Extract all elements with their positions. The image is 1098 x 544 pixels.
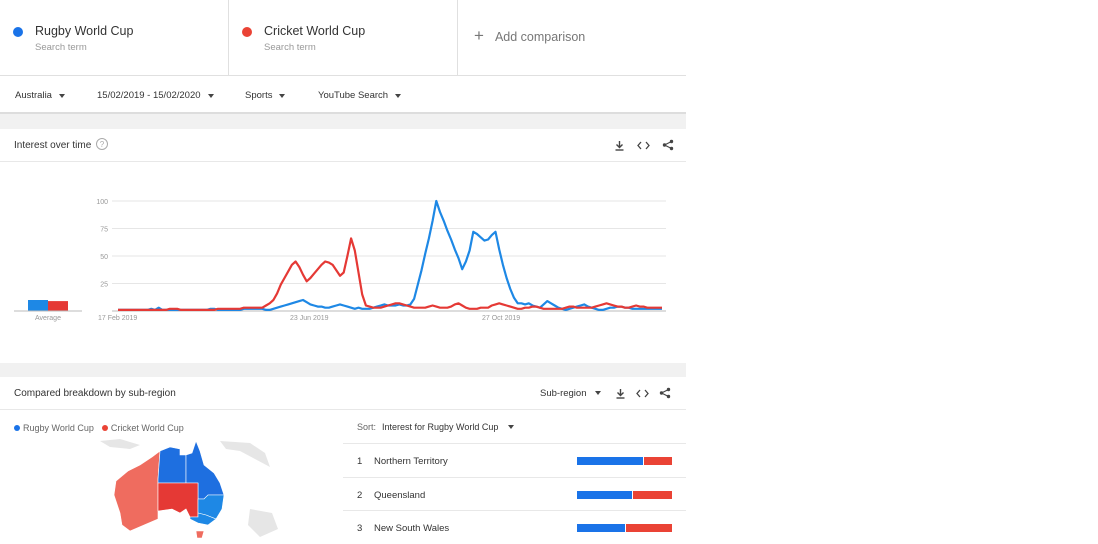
term-cricket-world-cup[interactable]: Cricket World Cup Search term — [229, 0, 458, 76]
date-filter[interactable]: 15/02/2019 - 15/02/2020 — [97, 90, 214, 101]
rank-number: 1 — [357, 456, 363, 467]
subregion-dropdown[interactable]: Sub-region — [540, 387, 602, 399]
y-tick-label: 25 — [100, 282, 108, 289]
rank-number: 3 — [357, 523, 363, 534]
y-tick-label: 100 — [96, 199, 108, 206]
term-name: Cricket World Cup — [264, 24, 366, 38]
sort-value: Interest for Rugby World Cup — [382, 422, 499, 432]
card-title: Compared breakdown by sub-region — [14, 388, 176, 399]
add-comparison-label: Add comparison — [494, 30, 586, 44]
map-region-victoria[interactable] — [189, 512, 217, 526]
rank-number: 2 — [357, 489, 363, 501]
y-tick-label: 50 — [100, 254, 108, 261]
caret-down-icon — [207, 93, 214, 98]
subregion-dropdown-label: Sub-region — [540, 387, 587, 399]
map-region-western-australia[interactable] — [113, 450, 161, 532]
share-icon[interactable] — [659, 387, 671, 399]
series-lines — [118, 199, 662, 311]
bar-rugby-share — [577, 524, 625, 532]
legend-item-rugby: Rugby World Cup — [14, 423, 94, 433]
chart-gridlines — [112, 200, 666, 312]
ranking-row[interactable]: 2 Queensland — [343, 476, 686, 511]
region-name: Northern Territory — [374, 456, 448, 467]
caret-down-icon — [595, 391, 602, 395]
ranking-row[interactable]: 3 New South Wales — [343, 510, 686, 544]
card-header: Interest over time ? — [0, 129, 686, 162]
region-name: New South Wales — [374, 523, 450, 534]
source-filter-label: YouTube Search — [318, 90, 389, 101]
interest-over-time-card: Interest over time ? Average 100 75 50 25 1… — [0, 129, 686, 363]
series-dot-red — [242, 27, 252, 37]
x-tick-label: 17 Feb 2019 — [98, 315, 137, 322]
bar-cricket-share — [642, 457, 672, 465]
caret-down-icon — [58, 93, 65, 98]
bar-cricket-share — [624, 524, 672, 532]
comparison-bar — [577, 490, 672, 499]
bar-rugby-share — [577, 490, 633, 499]
map-neighbor-land — [220, 441, 270, 467]
x-axis-ticks: 17 Feb 2019 23 Jun 2019 27 Oct 2019 — [98, 315, 520, 322]
ranking-row[interactable]: 1 Northern Territory — [343, 443, 686, 477]
average-bars: Average — [14, 300, 82, 322]
card-title: Interest over time — [14, 140, 92, 151]
map-neighbor-land — [248, 509, 278, 537]
term-type: Search term — [35, 42, 87, 53]
series-dot-blue — [13, 27, 23, 37]
region-name: Queensland — [374, 489, 426, 501]
region-filter[interactable]: Australia — [15, 90, 65, 101]
date-filter-label: 15/02/2019 - 15/02/2020 — [97, 90, 201, 101]
legend-item-cricket: Cricket World Cup — [101, 423, 184, 433]
comparison-bar — [577, 457, 672, 465]
add-comparison-button[interactable]: + Add comparison — [458, 0, 686, 75]
caret-down-icon — [395, 93, 402, 98]
category-filter[interactable]: Sports — [245, 90, 286, 101]
comparison-header: Rugby World Cup Search term Cricket Worl… — [0, 0, 686, 76]
bar-cricket-share — [632, 490, 672, 499]
share-icon[interactable] — [662, 139, 674, 151]
comparison-bar — [577, 524, 672, 532]
card-tools: Sub-region — [540, 387, 671, 399]
google-trends-app: Rugby World Cup Search term Cricket Worl… — [0, 0, 686, 539]
region-filter-label: Australia — [15, 90, 52, 101]
x-tick-label: 27 Oct 2019 — [482, 315, 520, 322]
term-type: Search term — [264, 42, 316, 53]
caret-down-icon — [508, 425, 515, 429]
sort-dropdown[interactable]: Sort: Interest for Rugby World Cup — [357, 422, 515, 432]
y-tick-label: 75 — [100, 227, 108, 234]
region-ranking-list: 1 Northern Territory 2 Queensland 3 New … — [343, 443, 686, 544]
average-bar — [48, 301, 68, 311]
bar-rugby-share — [577, 457, 643, 465]
map-legend: Rugby World Cup Cricket World Cup — [14, 423, 184, 433]
source-filter[interactable]: YouTube Search — [318, 90, 402, 101]
download-icon[interactable] — [614, 140, 625, 151]
caret-down-icon — [279, 93, 286, 98]
average-bar — [28, 300, 48, 311]
average-label: Average — [35, 315, 61, 322]
term-name: Rugby World Cup — [35, 24, 134, 38]
y-axis-ticks: 100 75 50 25 — [96, 199, 108, 289]
card-header: Compared breakdown by sub-region Sub-reg… — [0, 377, 686, 410]
filter-bar: Australia 15/02/2019 - 15/02/2020 Sports… — [0, 76, 686, 114]
map-neighbor-land — [100, 439, 140, 449]
embed-icon[interactable] — [637, 140, 650, 151]
map-region-northern-territory[interactable] — [157, 446, 187, 484]
interest-line-chart: Average 100 75 50 25 17 Feb 2019 23 Jun 2019… — [14, 199, 666, 322]
compared-breakdown-card: Compared breakdown by sub-region Sub-reg… — [0, 377, 686, 539]
download-icon[interactable] — [615, 388, 626, 399]
term-rugby-world-cup[interactable]: Rugby World Cup Search term — [0, 0, 229, 76]
help-icon[interactable]: ? — [96, 138, 108, 150]
map-region-south-australia[interactable] — [157, 482, 199, 518]
x-tick-label: 23 Jun 2019 — [290, 315, 329, 322]
card-tools — [614, 139, 674, 151]
australia-map[interactable] — [100, 439, 280, 539]
category-filter-label: Sports — [245, 90, 273, 101]
sort-label: Sort: — [357, 422, 377, 432]
embed-icon[interactable] — [636, 388, 650, 399]
series-line-cricket-world-cup — [118, 237, 662, 311]
series-line-rugby-world-cup — [118, 199, 662, 311]
plus-icon: + — [474, 26, 484, 45]
